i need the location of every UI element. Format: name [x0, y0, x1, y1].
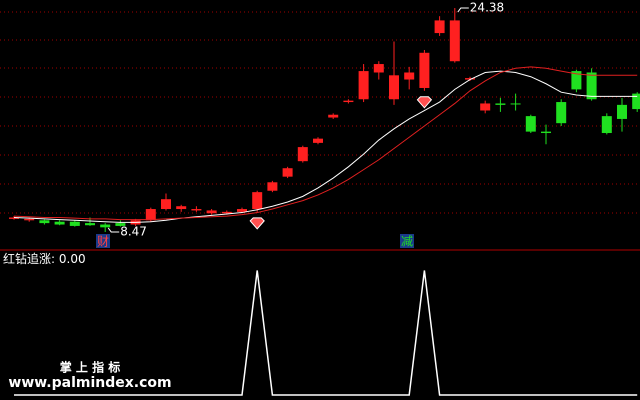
candle-body — [404, 72, 415, 80]
candle-body — [617, 104, 627, 119]
candle-body — [313, 138, 323, 143]
candle-body — [495, 103, 506, 105]
watermark-url: www.palmindex.com — [8, 375, 171, 391]
candle-body — [419, 52, 430, 88]
annotation-arrow — [107, 227, 120, 233]
candle-body — [571, 71, 582, 90]
low-label: 8.47 — [120, 224, 147, 238]
candle-body — [9, 217, 19, 219]
high-label: 24.38 — [470, 1, 504, 15]
candle-body — [69, 221, 80, 226]
candle-body — [480, 103, 491, 111]
signal-box — [96, 234, 110, 248]
candle-body — [221, 211, 232, 214]
annotation-arrow — [457, 7, 469, 13]
candle-body — [39, 220, 50, 224]
indicator-name: 红钻追涨 — [3, 251, 51, 266]
signal-box — [400, 234, 414, 248]
diamond-icon — [249, 217, 265, 230]
candle-body — [343, 100, 354, 103]
candle-body — [145, 209, 156, 221]
colon: : — [51, 252, 59, 266]
candle-body — [586, 72, 597, 100]
signal-label: 减 — [401, 235, 413, 249]
candle-body — [297, 147, 308, 162]
candle-body — [434, 20, 445, 34]
indicator-name: 红钻追涨: 0.00 — [3, 251, 86, 266]
ma-line — [13, 66, 638, 221]
diamond-icon — [416, 96, 433, 109]
candle-body — [54, 221, 65, 225]
candle-body — [632, 93, 640, 110]
watermark-title: 掌 上 指 标 — [60, 360, 121, 375]
candle-body — [191, 209, 202, 211]
candle-body — [525, 116, 536, 132]
candle-body — [389, 75, 399, 100]
candle-body — [161, 199, 171, 210]
indicator-line — [14, 270, 638, 396]
indicator-value: 0.00 — [59, 252, 86, 266]
candle-body — [206, 210, 217, 214]
signal-label: 财 — [97, 235, 109, 249]
ma-line — [13, 70, 638, 223]
candle-body — [510, 103, 521, 105]
candle-body — [24, 218, 35, 221]
candle-body — [358, 71, 369, 100]
grid — [0, 11, 640, 214]
candle-body — [541, 131, 551, 134]
candle-body — [556, 102, 567, 124]
candle-body — [465, 78, 475, 80]
candle-body — [601, 116, 612, 134]
candle-body — [237, 209, 247, 212]
candle-body — [176, 206, 187, 210]
candle-body — [328, 114, 339, 118]
candle-body — [449, 20, 460, 62]
candle-body — [282, 168, 293, 177]
candle-body — [252, 192, 263, 210]
candle-body — [267, 182, 278, 191]
candle-body — [100, 224, 111, 228]
candle-body — [115, 223, 126, 226]
candle-body — [85, 223, 95, 226]
candle-body — [373, 64, 384, 73]
